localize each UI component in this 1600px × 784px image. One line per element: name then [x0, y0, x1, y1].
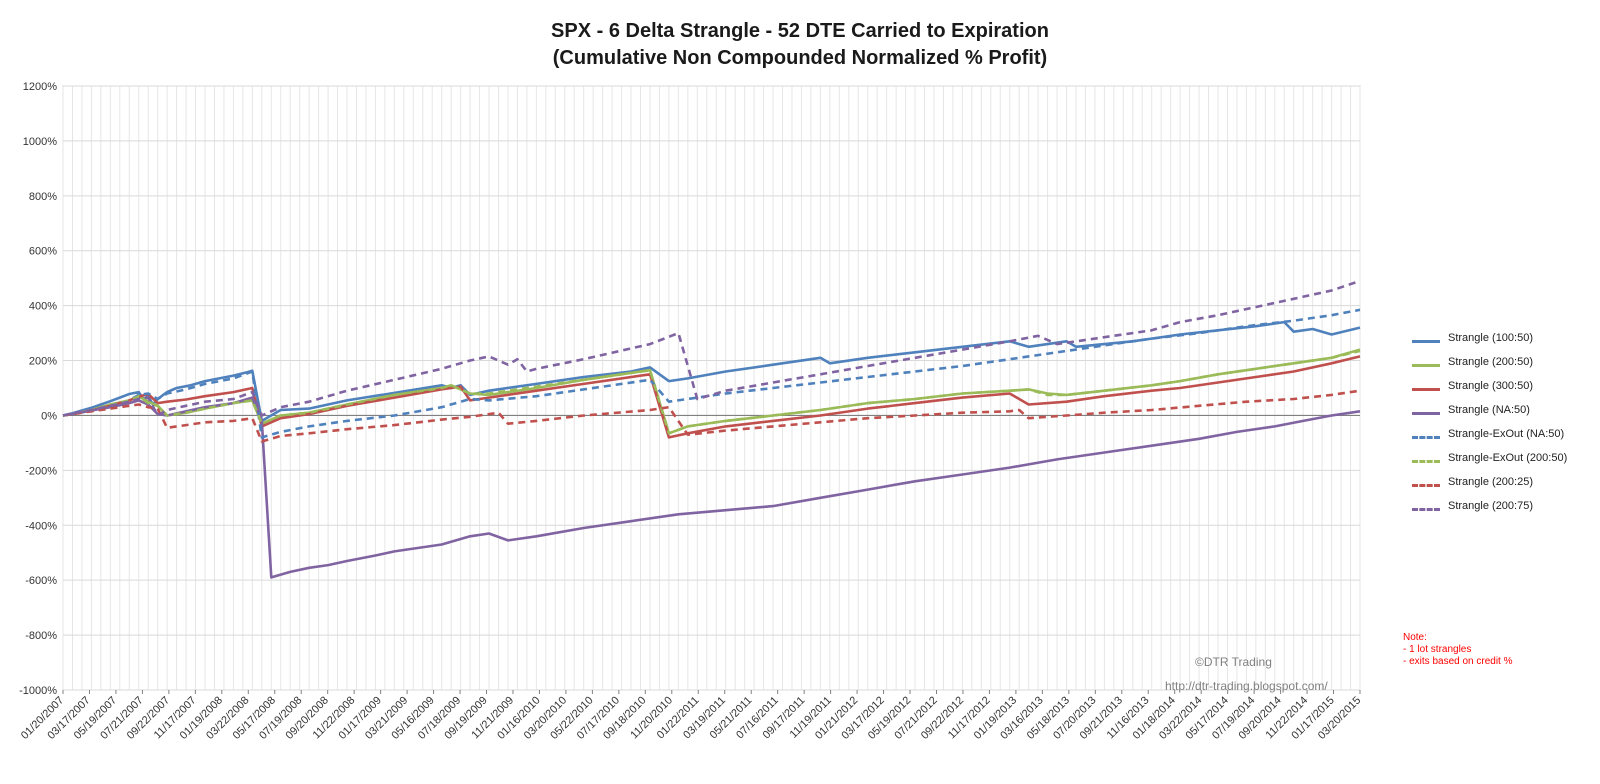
legend-item-6: Strangle-ExOut (200:50) [1408, 452, 1598, 476]
y-tick-label: 0% [41, 410, 57, 422]
y-tick-label: 800% [29, 191, 57, 203]
legend-swatch [1412, 460, 1440, 463]
y-tick-label: 1000% [23, 136, 57, 148]
series-line-8 [62, 279, 1361, 417]
note-line-1: - 1 lot strangles [1403, 644, 1472, 655]
series-line-7 [62, 389, 1361, 443]
legend-label: Strangle (NA:50) [1448, 404, 1530, 416]
chart-title: SPX - 6 Delta Strangle - 52 DTE Carried … [551, 20, 1049, 42]
y-tick-label: -200% [25, 465, 57, 477]
y-tick-label: -800% [25, 630, 57, 642]
y-tick-label: 400% [29, 301, 57, 313]
series-line-3 [62, 355, 1361, 439]
watermark-copyright: ©DTR Trading [1195, 655, 1272, 669]
series-line-6 [62, 349, 1361, 435]
legend-label: Strangle (200:50) [1448, 356, 1533, 368]
legend-label: Strangle-ExOut (NA:50) [1448, 428, 1565, 440]
y-tick-label: -1000% [19, 685, 57, 697]
legend-swatch [1412, 364, 1440, 367]
legend-item-7: Strangle (200:25) [1408, 476, 1598, 500]
legend-item-2: Strangle (200:50) [1408, 356, 1598, 380]
note-title: Note: [1403, 632, 1427, 643]
legend-label: Strangle (200:25) [1448, 476, 1533, 488]
legend-swatch [1412, 388, 1440, 391]
note-box: Note: - 1 lot strangles - exits based on… [1403, 632, 1513, 668]
legend-swatch [1412, 412, 1440, 415]
legend-label: Strangle (100:50) [1448, 332, 1533, 344]
legend-swatch [1412, 484, 1440, 487]
legend-swatch [1412, 508, 1440, 511]
legend-swatch [1412, 436, 1440, 439]
chart-subtitle: (Cumulative Non Compounded Normalized % … [552, 47, 1048, 69]
plot-area [62, 85, 1361, 691]
chart-legend: Strangle (100:50) Strangle (200:50) Strang… [1408, 332, 1598, 524]
y-tick-label: 1200% [23, 81, 57, 93]
y-tick-label: 600% [29, 246, 57, 258]
legend-label: Strangle (300:50) [1448, 380, 1533, 392]
legend-item-8: Strangle (200:75) [1408, 500, 1598, 524]
legend-item-5: Strangle-ExOut (NA:50) [1408, 428, 1598, 452]
legend-item-3: Strangle (300:50) [1408, 380, 1598, 404]
watermark-url: http://dtr-trading.blogspot.com/ [1165, 679, 1328, 693]
legend-label: Strangle (200:75) [1448, 500, 1533, 512]
y-tick-label: -400% [25, 520, 57, 532]
y-tick-label: -600% [25, 575, 57, 587]
note-line-2: - exits based on credit % [1403, 656, 1513, 667]
legend-label: Strangle-ExOut (200:50) [1448, 452, 1568, 464]
legend-swatch [1412, 340, 1440, 343]
legend-item-1: Strangle (100:50) [1408, 332, 1598, 356]
series-line-5 [62, 308, 1361, 439]
y-tick-label: 200% [29, 356, 57, 368]
legend-item-4: Strangle (NA:50) [1408, 404, 1598, 428]
